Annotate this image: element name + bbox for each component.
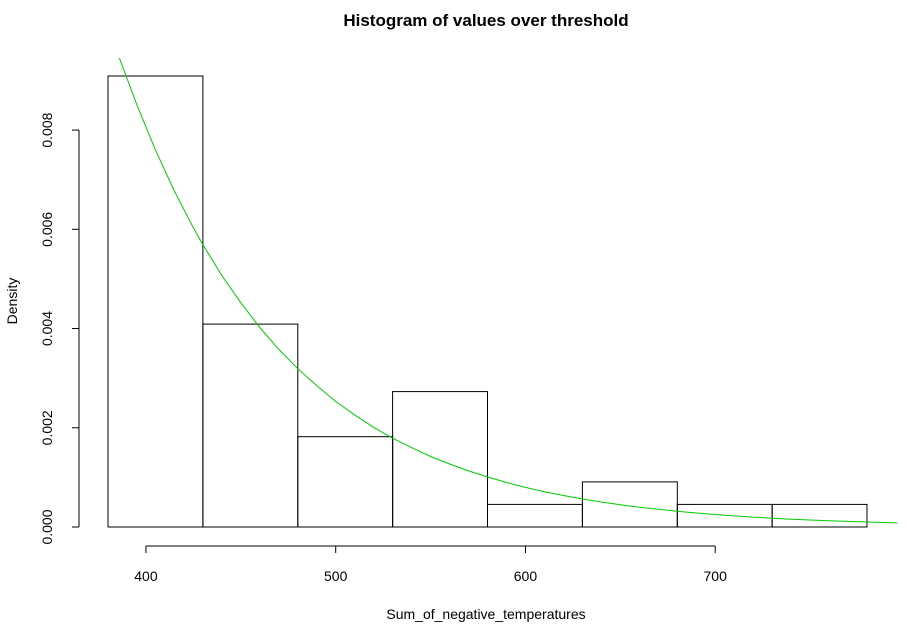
y-axis: 0.000 0.002 0.004 0.006 0.008 [39,112,80,545]
fitted-density-curve [118,57,898,524]
histogram-bar-3 [297,436,394,528]
y-tick-label: 0.006 [39,212,55,247]
histogram-bar-4 [392,391,489,528]
histogram-bars [107,75,868,528]
chart-title: Histogram of values over threshold [343,11,628,30]
y-tick-label: 0.002 [39,410,55,445]
histogram-bar-8 [771,503,868,528]
histogram-bar-2 [202,323,299,528]
x-tick-label: 500 [324,568,348,584]
y-tick-label: 0.000 [39,509,55,544]
x-tick-label: 700 [704,568,728,584]
x-axis: 400 500 600 700 [134,545,728,584]
y-tick-label: 0.004 [39,311,55,346]
x-tick-label: 400 [134,568,158,584]
fitted-curve-line [118,57,898,524]
x-tick-label: 600 [514,568,538,584]
histogram-bar-5 [487,503,583,528]
histogram-bar-1 [107,75,204,528]
histogram-bar-6 [581,481,678,528]
y-tick-label: 0.008 [39,112,55,147]
x-axis-label: Sum_of_negative_temperatures [386,606,585,622]
y-axis-label: Density [4,278,20,325]
